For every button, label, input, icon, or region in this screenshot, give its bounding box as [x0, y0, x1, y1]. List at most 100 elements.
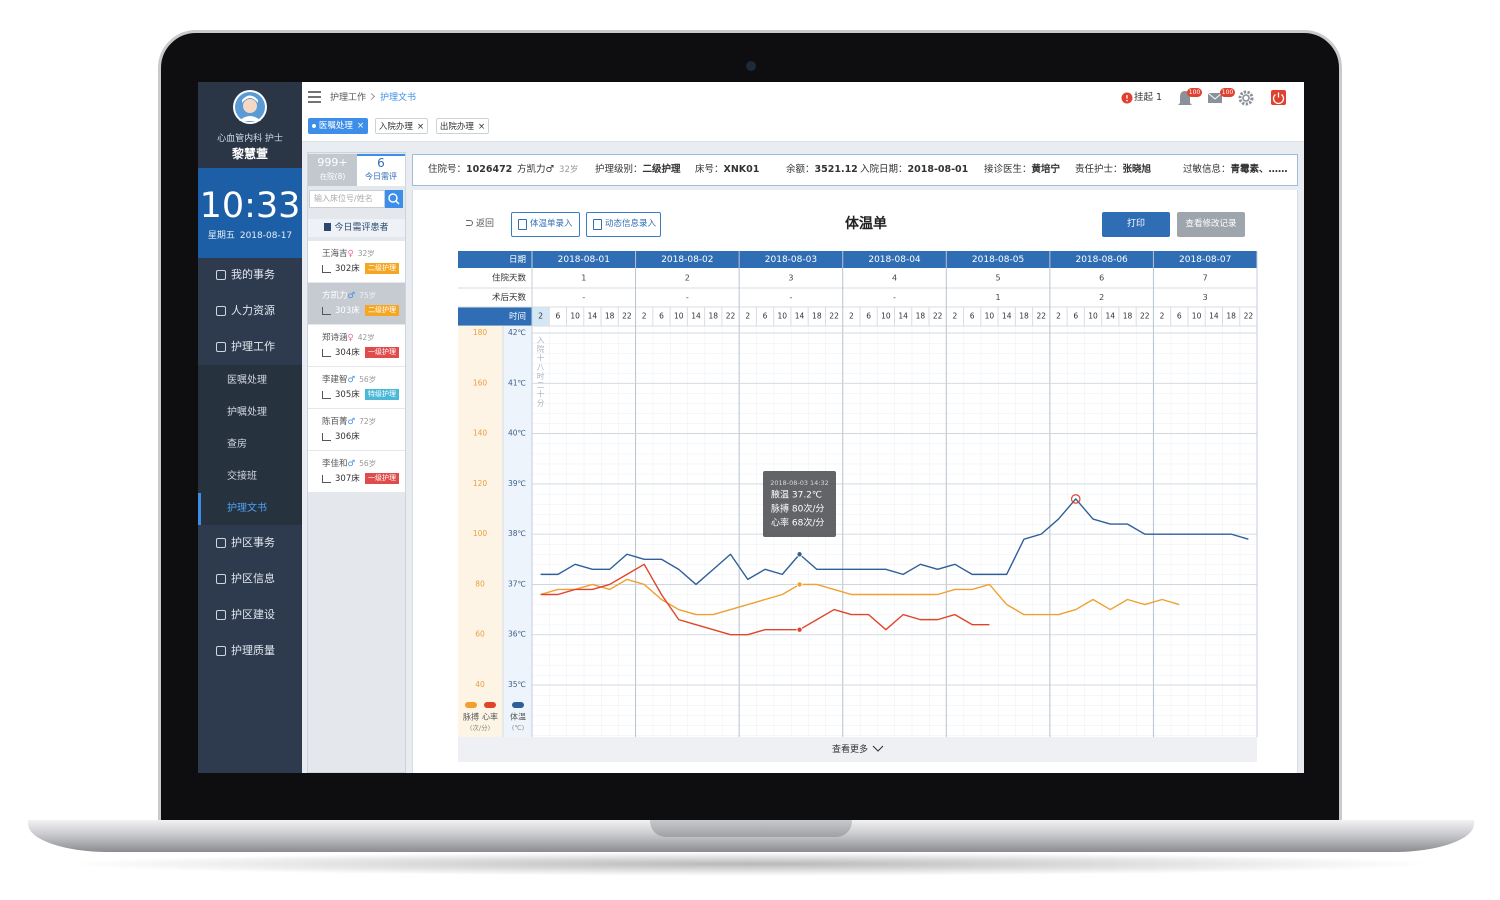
clock-panel: [198, 168, 302, 258]
search-button[interactable]: [385, 190, 403, 208]
nav-subitem[interactable]: 护嘱处理: [227, 407, 267, 418]
date: 2018-08-17: [239, 231, 293, 241]
tab[interactable]: 入院办理: [375, 118, 428, 134]
info-label: 住院号：: [428, 164, 467, 175]
nav-item[interactable]: 我的事务: [231, 268, 275, 281]
pulse-tick-label: 40: [475, 680, 485, 689]
laptop-shadow: [60, 852, 1440, 876]
hour-label: 10: [881, 312, 891, 321]
care-level: 一级护理: [365, 473, 399, 484]
temp-tick-label: 41℃: [508, 378, 526, 387]
breadcrumb-item[interactable]: 护理工作: [330, 93, 367, 103]
series-line: [540, 578, 1180, 616]
nav-item[interactable]: 护区事务: [231, 536, 275, 549]
print-button[interactable]: 打印: [1102, 212, 1170, 237]
hour-label: 10: [674, 312, 684, 321]
info-item: 护理级别：二级护理: [595, 163, 681, 177]
sheet-button[interactable]: 体温单录入: [511, 212, 580, 237]
breadcrumb: 护理工作 护理文书: [330, 91, 450, 105]
care-level: 二级护理: [365, 305, 399, 316]
nav-item[interactable]: 护理工作: [231, 340, 275, 353]
tooltip: [763, 471, 836, 537]
nav-subitem[interactable]: 交接班: [227, 471, 257, 482]
hospital-day: 3: [788, 274, 793, 283]
nav-item[interactable]: 护理质量: [231, 644, 275, 657]
patient-name: 王海吉: [322, 249, 348, 259]
nav-icon: [216, 610, 226, 620]
patient-bed: 306床: [335, 432, 360, 442]
more-link[interactable]: 查看更多: [832, 743, 868, 755]
tab[interactable]: 医嘱处理: [308, 118, 368, 134]
back-button[interactable]: 返回: [466, 216, 510, 232]
date-label: 2018-08-02: [661, 255, 713, 265]
search-input[interactable]: 输入床位号/姓名: [309, 190, 385, 208]
hour-label: 6: [1177, 312, 1182, 321]
legend-label: 体温: [510, 712, 526, 722]
patient-bed: 303床: [335, 306, 360, 316]
tab[interactable]: 出院办理: [436, 118, 489, 134]
hour-label: 14: [795, 312, 805, 321]
clock: 10:33: [199, 186, 301, 226]
patient-card[interactable]: 陈百菁♂ 72岁 306床: [308, 409, 405, 450]
hospital-day: 7: [1203, 274, 1208, 283]
patient-card[interactable]: 王海吉♀ 32岁 302床 二级护理: [308, 241, 405, 282]
care-level: 一级护理: [365, 347, 399, 358]
button-label: 体温单录入: [530, 219, 573, 229]
sheet-button[interactable]: 动态信息录入: [586, 212, 661, 237]
breadcrumb-item[interactable]: 护理文书: [380, 93, 417, 103]
patient-name: 李建智: [322, 375, 348, 385]
pulse-tick-label: 140: [473, 429, 488, 438]
nav-item[interactable]: 护区建设: [231, 608, 275, 621]
temp-tick-label: 37℃: [508, 579, 526, 588]
bed-icon: [322, 349, 331, 357]
info-item: 住院号：1026472: [428, 163, 512, 177]
info-bar: [412, 154, 1298, 186]
info-value: XNK01: [723, 164, 760, 175]
patient-bed: 304床: [335, 348, 360, 358]
date-label: 2018-08-06: [1075, 255, 1128, 265]
hour-label: 18: [1226, 312, 1236, 321]
hour-label: 10: [570, 312, 580, 321]
nav-subitem[interactable]: 查房: [227, 439, 247, 450]
weekday: 星期五: [207, 231, 235, 241]
legend-unit: (次/分): [470, 723, 490, 732]
hour-label: 6: [763, 312, 768, 321]
postop-day: -: [686, 293, 689, 302]
patient-card[interactable]: 李佳和♂ 56岁 307床 一级护理: [308, 451, 405, 492]
info-value: 张晓旭: [1122, 164, 1152, 175]
postop-day: -: [582, 293, 585, 302]
nav-subitem[interactable]: 医嘱处理: [227, 375, 267, 386]
date-label: 2018-08-04: [868, 255, 921, 265]
info-value: 二级护理: [642, 164, 681, 175]
patient-sex: ♂: [347, 375, 356, 385]
hour-label: 14: [1002, 312, 1012, 321]
tooltip-line: 心率 68次/分: [771, 517, 824, 529]
in-hospital-count[interactable]: 999+: [317, 156, 348, 169]
patient-card[interactable]: 郑诗涵♀ 42岁 304床 一级护理: [308, 325, 405, 366]
info-label: 责任护士：: [1075, 164, 1123, 175]
nav-item[interactable]: 人力资源: [231, 304, 275, 317]
patient-card[interactable]: 李建智♂ 56岁 305床 特级护理: [308, 367, 405, 408]
hospital-day: 6: [1099, 274, 1104, 283]
info-item: 过敏信息：青霉素、……: [1183, 163, 1288, 177]
hour-label: 2: [538, 312, 543, 321]
patient-bed: 307床: [335, 474, 360, 484]
suspend[interactable]: 挂起 1: [1134, 92, 1163, 103]
camera: [746, 61, 756, 71]
to-assess-count[interactable]: 6: [377, 156, 385, 170]
nav-subitem[interactable]: 护理文书: [227, 503, 267, 514]
submenu: [198, 365, 302, 525]
admission-note: 入院十八时二十分: [536, 336, 545, 408]
nav-item[interactable]: 护区信息: [231, 572, 275, 585]
history-button[interactable]: 查看修改记录: [1177, 212, 1245, 237]
legend-unit: (℃): [512, 724, 524, 732]
row-label: 住院天数: [492, 273, 527, 284]
hour-label: 22: [1140, 312, 1150, 321]
temp-tick-label: 38℃: [508, 529, 526, 538]
patient-name-line: 王海吉♀ 32岁: [322, 248, 402, 260]
section-title: 今日需评患者: [308, 219, 405, 237]
hour-label: 10: [1192, 312, 1202, 321]
patient-card[interactable]: 方凯力♂ 75岁 303床 二级护理: [308, 283, 405, 324]
button-icon: [593, 219, 602, 230]
